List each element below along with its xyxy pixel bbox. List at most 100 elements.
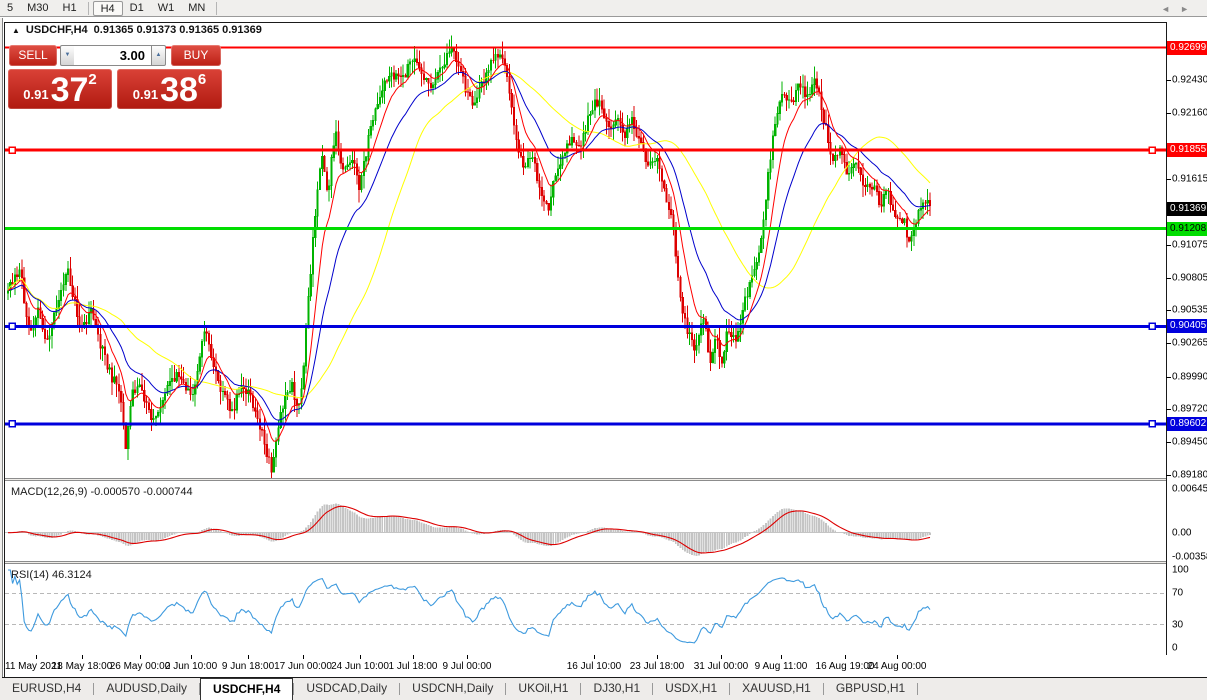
- price-tick-label: 0.92430: [1172, 74, 1207, 86]
- window-border-left: [2, 18, 3, 678]
- time-tick-mark: [657, 655, 658, 659]
- price-tick-mark: [1166, 442, 1171, 444]
- timeframe-button-d1[interactable]: D1: [129, 1, 144, 14]
- chart-ohlc-values: 0.91365 0.91373 0.91365 0.91369: [93, 24, 262, 36]
- time-tick-mark: [897, 655, 898, 659]
- plot-border-top: [4, 22, 1167, 23]
- tab-audusd-daily[interactable]: AUDUSD,Daily: [106, 681, 188, 695]
- rsi-indicator-canvas[interactable]: [5, 565, 1166, 654]
- bull-candle-bodies: [6, 47, 929, 473]
- pane-separator-macd[interactable]: [5, 478, 1166, 481]
- rsi-label: RSI(14): [11, 569, 49, 581]
- timeframe-button-m30[interactable]: M30: [27, 1, 49, 14]
- price-tick-label: 0.91075: [1172, 239, 1207, 251]
- buy-price-pips: 38: [160, 71, 198, 109]
- price-level-badge: 0.91855: [1167, 143, 1207, 158]
- time-tick-label: 2 Jun 10:00: [164, 661, 218, 672]
- time-tick-label: 9 Jun 18:00: [221, 661, 275, 672]
- line-handle[interactable]: [1148, 322, 1156, 331]
- tab-scroll-right-icon[interactable]: ►: [1180, 4, 1199, 14]
- line-handle[interactable]: [8, 420, 16, 428]
- volume-input[interactable]: 3.00: [74, 45, 151, 66]
- time-tick-mark: [413, 655, 414, 659]
- macd-label: MACD(12,26,9): [11, 486, 88, 498]
- tab-separator: [652, 683, 654, 695]
- time-tick-label: 1 Jul 18:00: [388, 661, 438, 672]
- buy-button[interactable]: BUY: [171, 45, 221, 66]
- chart-title: ▲ USDCHF,H4 0.91365 0.91373 0.91365 0.91…: [12, 24, 262, 36]
- chart-tab-bar: EURUSD,H4 AUDUSD,Daily USDCHF,H4 USDCAD,Dai…: [0, 678, 1207, 700]
- tab-xauusd-h1[interactable]: XAUUSD,H1: [742, 681, 811, 695]
- sell-price-prefix: 0.91: [23, 87, 49, 102]
- rsi-axis-label: 70: [1172, 587, 1184, 599]
- time-tick-label: 9 Aug 11:00: [754, 661, 808, 672]
- price-tick-mark: [1166, 376, 1171, 378]
- tab-usdchf-h4[interactable]: USDCHF,H4: [200, 678, 294, 700]
- tab-separator: [399, 683, 401, 695]
- tab-separator: [199, 683, 201, 695]
- timeframe-toolbar: 5 M30 H1 H4 D1 W1 MN: [0, 0, 1207, 17]
- price-tick-mark: [1166, 244, 1171, 246]
- price-level-badge: 0.89602: [1167, 416, 1207, 431]
- tab-usdx-h1[interactable]: USDX,H1: [665, 681, 718, 695]
- sell-button[interactable]: SELL: [9, 45, 57, 66]
- macd-value-main: -0.000570: [90, 486, 141, 498]
- window-border-bottom: [2, 677, 1207, 678]
- price-tick-label: 0.89990: [1172, 371, 1207, 383]
- ma-fast-red: [7, 59, 931, 442]
- pane-separator-rsi[interactable]: [5, 561, 1166, 564]
- collapse-triangle-icon[interactable]: ▲: [12, 25, 20, 35]
- tab-eurusd-h4[interactable]: EURUSD,H4: [12, 681, 82, 695]
- tab-separator: [917, 683, 919, 695]
- rsi-axis-label: 0: [1172, 642, 1178, 654]
- bear-candle-bodies: [11, 47, 932, 473]
- time-tick-label: 16 Jul 10:00: [566, 661, 622, 672]
- time-tick-label: 31 Jul 00:00: [693, 661, 749, 672]
- volume-increase-button[interactable]: ▲: [151, 45, 166, 66]
- time-tick-mark: [82, 655, 83, 659]
- tab-ukoil-h1[interactable]: UKOil,H1: [518, 681, 569, 695]
- tab-usdcad-daily[interactable]: USDCAD,Daily: [306, 681, 388, 695]
- line-handle[interactable]: [8, 146, 16, 154]
- tab-dj30-h1[interactable]: DJ30,H1: [593, 681, 641, 695]
- toolbar-separator: [216, 1, 218, 15]
- time-tick-label: 16 Aug 19:00: [815, 661, 875, 672]
- tab-usdcnh-daily[interactable]: USDCNH,Daily: [412, 681, 494, 695]
- main-chart-canvas[interactable]: [5, 23, 1166, 478]
- buy-quote-button[interactable]: 0.91 38 6: [117, 69, 222, 109]
- sell-quote-button[interactable]: 0.91 37 2: [8, 69, 112, 109]
- toolbar-separator: [87, 1, 89, 15]
- time-tick-label: 23 Jul 18:00: [629, 661, 685, 672]
- tab-gbpusd-h1[interactable]: GBPUSD,H1: [835, 681, 906, 695]
- volume-decrease-button[interactable]: ▼: [60, 45, 75, 66]
- line-handle[interactable]: [8, 322, 16, 331]
- price-level-badge: 0.90405: [1167, 319, 1207, 334]
- tab-separator: [729, 683, 731, 695]
- tab-separator: [505, 683, 507, 695]
- price-axis-separator: [1166, 22, 1167, 655]
- current-price-badge: 0.91369: [1167, 202, 1207, 217]
- time-axis[interactable]: 11 May 2021 18 May 18:00 26 May 00:00 2 Jun…: [5, 655, 1167, 677]
- plot-border-left: [4, 22, 5, 678]
- timeframe-button-h1[interactable]: H1: [62, 1, 77, 14]
- timeframe-button-mn[interactable]: MN: [188, 1, 206, 14]
- time-tick-label: 11 May 2021: [5, 661, 63, 672]
- macd-indicator-canvas[interactable]: [5, 482, 1166, 561]
- time-tick-label: 17 Jun 00:00: [274, 661, 332, 672]
- line-handle[interactable]: [1148, 146, 1156, 154]
- price-tick-label: 0.90265: [1172, 337, 1207, 349]
- timeframe-button-h4[interactable]: H4: [92, 0, 123, 16]
- time-tick-mark: [248, 655, 249, 659]
- rsi-axis-label: 30: [1172, 619, 1184, 631]
- time-tick-mark: [467, 655, 468, 659]
- rsi-value: 46.3124: [51, 569, 92, 581]
- tab-separator: [293, 683, 295, 695]
- macd-axis-label: 0.006455: [1172, 483, 1207, 495]
- price-tick-mark: [1166, 475, 1171, 477]
- timeframe-button-5[interactable]: 5: [7, 1, 14, 14]
- timeframe-button-w1[interactable]: W1: [157, 1, 175, 14]
- tab-scroll-left-icon[interactable]: ◄: [1161, 4, 1181, 14]
- price-tick-label: 0.90535: [1172, 304, 1207, 316]
- chart-symbol-label: USDCHF,H4: [25, 24, 88, 36]
- line-handle[interactable]: [1148, 420, 1156, 428]
